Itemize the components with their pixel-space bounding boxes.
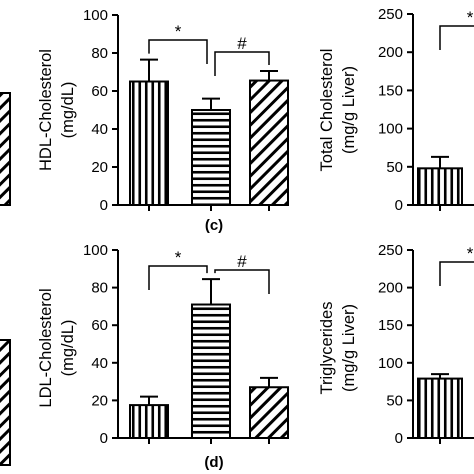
y-axis: 0 20 40 60 80 100 xyxy=(83,242,119,447)
y-tick-label: 60 xyxy=(91,317,108,334)
significance-bracket xyxy=(214,269,270,294)
y-axis: 0 50 100 150 200 250 xyxy=(378,6,414,214)
y-axis: 0 50 100 150 200 250 xyxy=(378,242,414,447)
y-tick-label: 80 xyxy=(91,280,108,297)
y-tick-label: 200 xyxy=(378,280,403,297)
y-axis-title: LDL-Cholesterol xyxy=(37,288,55,407)
y-axis-title: HDL-Cholesterol xyxy=(37,49,55,171)
significance-bracket xyxy=(214,51,270,76)
significance-marker: # xyxy=(237,34,247,53)
y-tick-label: 40 xyxy=(91,121,108,138)
y-axis-label: HDL-Cholesterol (mg/dL) xyxy=(37,49,77,171)
y-tick-label: 250 xyxy=(378,242,403,259)
bar xyxy=(129,80,169,206)
y-tick-label: 20 xyxy=(91,392,108,409)
y-tick-label: 0 xyxy=(395,197,403,214)
bar xyxy=(191,303,231,439)
bar xyxy=(129,404,169,440)
panel-label: (c) xyxy=(205,217,223,234)
y-axis-label: Triglycerides (mg/g Liver) xyxy=(318,302,358,395)
y-tick-label: 60 xyxy=(91,83,108,100)
y-axis-label: LDL-Cholesterol (mg/dL) xyxy=(37,288,77,407)
bar xyxy=(417,377,463,440)
y-tick-label: 0 xyxy=(395,430,403,447)
significance-marker: # xyxy=(237,252,247,271)
bar xyxy=(249,386,289,439)
y-axis-title: Total Cholesterol xyxy=(318,49,336,172)
y-tick-label: 200 xyxy=(378,44,403,61)
partial-bar xyxy=(0,92,11,206)
y-axis-unit: (mg/dL) xyxy=(59,82,77,139)
y-axis-title: Triglycerides xyxy=(318,302,336,395)
y-tick-label: 0 xyxy=(100,430,108,447)
bar xyxy=(249,79,289,206)
significance-bracket xyxy=(439,25,474,50)
significance-marker: * xyxy=(175,22,182,41)
y-tick-label: 40 xyxy=(91,355,108,372)
significance-marker: * xyxy=(467,8,474,27)
panel-triglycerides: Triglycerides (mg/g Liver) 0 50 100 150 200 2… xyxy=(318,242,474,447)
y-tick-label: 100 xyxy=(83,242,108,259)
y-tick-label: 50 xyxy=(386,159,403,176)
y-tick-label: 80 xyxy=(91,45,108,62)
y-tick-label: 0 xyxy=(100,197,108,214)
significance-bracket xyxy=(148,265,208,290)
bar xyxy=(191,109,231,206)
y-tick-label: 100 xyxy=(378,355,403,372)
significance-bracket xyxy=(439,261,474,286)
y-tick-label: 50 xyxy=(386,392,403,409)
panel-total-cholesterol: Total Cholesterol (mg/g Liver) 0 50 100 150… xyxy=(318,6,474,214)
significance-bracket xyxy=(148,39,208,64)
y-axis-unit: (mg/g Liver) xyxy=(340,304,358,392)
panel-label: (d) xyxy=(204,454,223,471)
y-tick-label: 250 xyxy=(378,6,403,23)
y-axis: 0 20 40 60 80 100 xyxy=(83,7,119,214)
y-tick-label: 100 xyxy=(378,121,403,138)
y-axis-label: Total Cholesterol (mg/g Liver) xyxy=(318,49,358,172)
bar xyxy=(417,167,463,207)
significance-marker: * xyxy=(467,244,474,263)
y-tick-label: 150 xyxy=(378,317,403,334)
partial-left-panel-top xyxy=(0,92,11,206)
y-tick-label: 150 xyxy=(378,82,403,99)
y-tick-label: 20 xyxy=(91,159,108,176)
significance-marker: * xyxy=(175,248,182,267)
partial-bar xyxy=(0,339,11,466)
y-tick-label: 100 xyxy=(83,7,108,24)
y-axis-unit: (mg/dL) xyxy=(59,320,77,377)
y-axis-unit: (mg/g Liver) xyxy=(340,66,358,154)
partial-left-panel-bottom xyxy=(0,339,11,466)
